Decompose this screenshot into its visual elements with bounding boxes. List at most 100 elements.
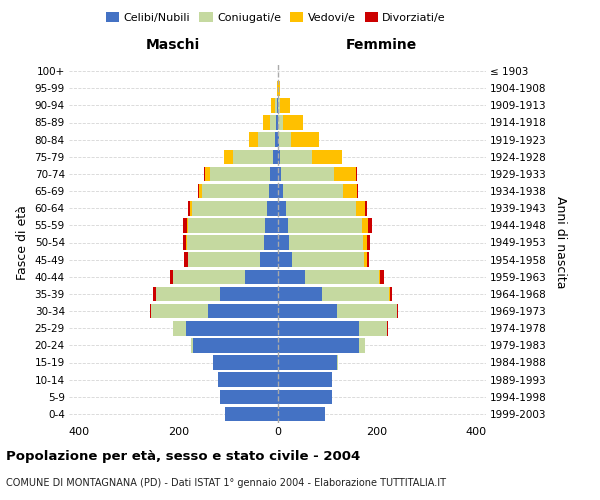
Bar xyxy=(365,201,367,216)
Bar xyxy=(278,98,280,112)
Bar xyxy=(334,166,356,181)
Bar xyxy=(190,201,192,216)
Bar xyxy=(270,115,276,130)
Bar xyxy=(265,218,277,232)
Text: COMUNE DI MONTAGNANA (PD) - Dati ISTAT 1° gennaio 2004 - Elaborazione TUTTITALIA: COMUNE DI MONTAGNANA (PD) - Dati ISTAT 1… xyxy=(6,478,446,488)
Bar xyxy=(275,132,277,147)
Bar xyxy=(305,270,379,284)
Y-axis label: Fasce di età: Fasce di età xyxy=(16,205,29,280)
Bar xyxy=(197,184,199,198)
Bar xyxy=(170,270,173,284)
Bar xyxy=(183,218,187,232)
Y-axis label: Anni di nascita: Anni di nascita xyxy=(554,196,567,289)
Bar xyxy=(203,166,205,181)
Bar xyxy=(226,406,277,421)
Bar xyxy=(277,132,279,147)
Bar xyxy=(289,218,362,232)
Bar xyxy=(270,166,277,181)
Bar xyxy=(283,115,304,130)
Bar xyxy=(199,184,202,198)
Bar xyxy=(275,98,277,112)
Bar xyxy=(277,252,292,267)
Bar xyxy=(359,338,365,352)
Bar xyxy=(364,252,367,267)
Bar xyxy=(322,286,389,301)
Bar xyxy=(271,98,275,112)
Bar xyxy=(283,184,343,198)
Bar xyxy=(281,166,334,181)
Bar xyxy=(277,98,278,112)
Bar xyxy=(185,321,277,336)
Bar xyxy=(312,150,342,164)
Bar xyxy=(337,355,338,370)
Bar xyxy=(272,150,277,164)
Bar xyxy=(356,201,365,216)
Bar xyxy=(150,304,151,318)
Bar xyxy=(362,218,368,232)
Bar xyxy=(368,218,372,232)
Legend: Celibi/Nubili, Coniugati/e, Vedovi/e, Divorziati/e: Celibi/Nubili, Coniugati/e, Vedovi/e, Di… xyxy=(101,8,451,28)
Bar xyxy=(260,252,277,267)
Text: Maschi: Maschi xyxy=(146,38,200,52)
Bar xyxy=(277,201,286,216)
Bar xyxy=(279,132,292,147)
Bar xyxy=(154,286,156,301)
Bar xyxy=(277,355,337,370)
Bar xyxy=(387,321,388,336)
Bar xyxy=(213,355,277,370)
Bar xyxy=(187,218,188,232)
Bar xyxy=(286,201,356,216)
Bar xyxy=(357,184,358,198)
Bar xyxy=(379,270,380,284)
Bar xyxy=(173,270,245,284)
Bar xyxy=(277,304,337,318)
Bar xyxy=(193,338,277,352)
Bar xyxy=(277,270,305,284)
Text: Popolazione per età, sesso e stato civile - 2004: Popolazione per età, sesso e stato civil… xyxy=(6,450,360,463)
Bar xyxy=(184,252,188,267)
Bar xyxy=(277,372,332,387)
Bar xyxy=(269,184,277,198)
Bar xyxy=(263,115,270,130)
Bar xyxy=(278,81,280,96)
Bar xyxy=(292,132,319,147)
Bar xyxy=(263,235,277,250)
Bar xyxy=(182,235,185,250)
Bar xyxy=(188,252,260,267)
Bar xyxy=(249,132,257,147)
Bar xyxy=(363,235,367,250)
Bar xyxy=(277,390,332,404)
Bar xyxy=(397,304,398,318)
Bar xyxy=(233,150,272,164)
Bar xyxy=(224,150,233,164)
Bar xyxy=(202,184,269,198)
Bar xyxy=(277,406,325,421)
Bar xyxy=(277,166,281,181)
Bar xyxy=(389,286,392,301)
Bar xyxy=(245,270,277,284)
Bar xyxy=(277,115,278,130)
Bar xyxy=(337,304,397,318)
Bar xyxy=(220,390,277,404)
Bar xyxy=(277,286,322,301)
Bar xyxy=(356,166,357,181)
Bar xyxy=(277,338,359,352)
Bar xyxy=(266,201,277,216)
Bar xyxy=(277,150,280,164)
Bar xyxy=(359,321,387,336)
Bar xyxy=(277,218,289,232)
Bar xyxy=(276,115,277,130)
Bar xyxy=(380,270,384,284)
Bar xyxy=(192,201,266,216)
Bar xyxy=(187,235,263,250)
Bar xyxy=(218,372,277,387)
Bar xyxy=(292,252,364,267)
Bar xyxy=(191,338,193,352)
Bar xyxy=(277,64,278,78)
Bar xyxy=(280,150,312,164)
Bar xyxy=(220,286,277,301)
Bar xyxy=(156,286,220,301)
Bar xyxy=(185,235,187,250)
Bar xyxy=(257,132,275,147)
Bar xyxy=(367,235,370,250)
